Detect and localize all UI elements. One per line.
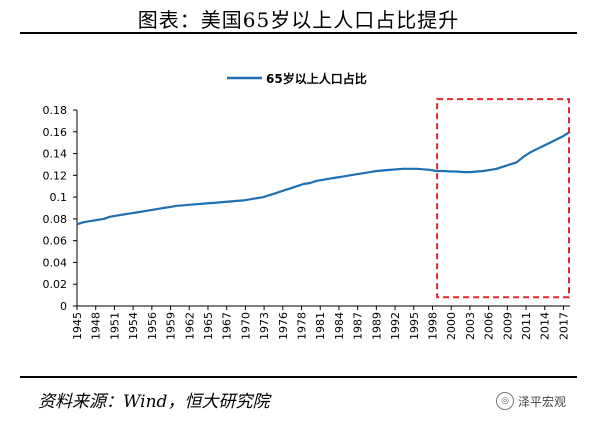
x-tick-label: 2006 [483,312,496,340]
figure-title: 图表：美国65岁以上人口占比提升 [137,8,460,32]
x-tick-label: 1992 [389,312,402,340]
top-rule [20,32,577,34]
x-tick-label: 1995 [408,312,421,340]
x-tick-label: 1981 [314,312,327,340]
source-note: 资料来源：Wind，恒大研究院 [38,392,270,412]
y-tick-label: 0.04 [43,256,68,269]
watermark: ◎ 泽平宏观 [496,392,566,410]
x-tick-label: 2003 [464,312,477,340]
x-tick-label: 1989 [370,312,383,340]
x-tick-label: 1978 [296,312,309,340]
x-tick-label: 1959 [165,312,178,340]
series-line [76,130,571,226]
x-tick-label: 1965 [202,312,215,340]
bottom-rule [20,376,577,378]
x-tick-label: 1967 [221,312,234,340]
highlight-box [436,98,570,299]
watermark-label: 泽平宏观 [518,394,567,409]
x-tick-label: 2000 [445,312,458,340]
y-tick-label: 0.02 [43,278,68,291]
y-tick-label: 0.08 [43,213,68,226]
y-tick-label: 0.12 [43,169,68,182]
x-tick-label: 2017 [557,312,570,340]
x-tick-label: 2011 [520,312,533,340]
x-tick-label: 1987 [352,312,365,340]
y-tick-label: 0.1 [50,191,68,204]
x-tick-label: 1970 [239,312,252,340]
x-tick-label: 1956 [146,312,159,340]
x-tick-label: 2014 [539,312,552,340]
y-tick-label: 0.06 [43,235,68,248]
line-chart: 65岁以上人口占比 0 0.02 0.04 0.06 0.08 0.1 0.12 0.14 0.… [43,71,571,340]
x-tick-label: 1954 [127,312,140,340]
y-tick-label: 0 [60,300,67,313]
y-tick-label: 0.18 [43,104,68,117]
x-tick-label: 2009 [501,312,514,340]
x-tick-label: 1951 [108,312,121,340]
legend-label: 65岁以上人口占比 [266,71,367,86]
wechat-icon: ◎ [496,392,514,410]
x-tick-label: 1998 [426,312,439,340]
x-tick-label: 1945 [71,312,84,340]
x-tick-label: 1976 [277,312,290,340]
chart-legend: 65岁以上人口占比 [227,71,367,86]
y-tick-label: 0.16 [43,126,68,139]
x-tick-label: 1984 [333,312,346,340]
x-tick-label: 1948 [90,312,103,340]
x-tick-label: 1973 [258,312,271,340]
y-tick-label: 0.14 [43,148,68,161]
x-tick-label: 1962 [183,312,196,340]
